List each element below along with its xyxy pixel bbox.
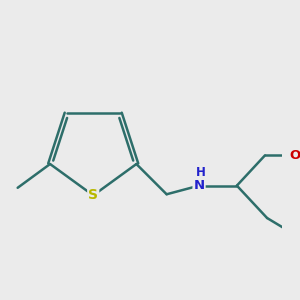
Text: H: H (196, 166, 206, 179)
Text: O: O (290, 149, 300, 162)
Text: S: S (88, 188, 98, 203)
Text: N: N (194, 179, 205, 192)
